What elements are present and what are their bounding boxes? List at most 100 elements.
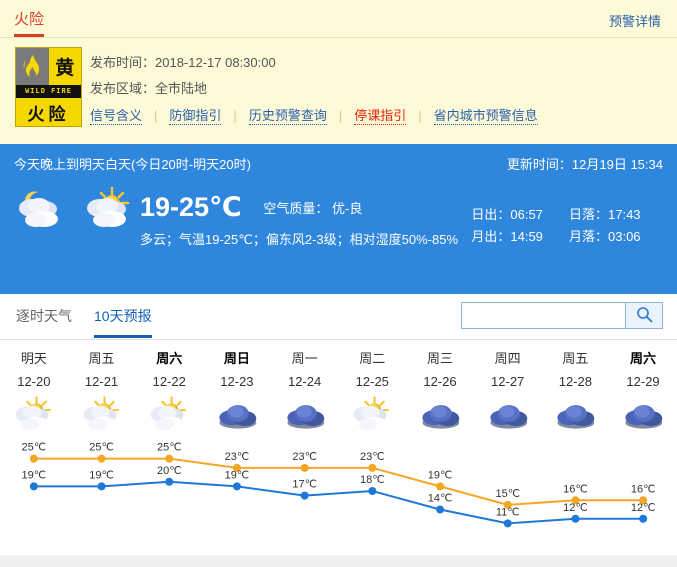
flame-icon <box>16 48 49 85</box>
air-quality: 空气质量： 优-良 <box>263 201 363 216</box>
chart-point[interactable] <box>29 482 38 491</box>
forecast-day-icon-cell <box>338 395 406 440</box>
chart-point-label: 23℃ <box>292 451 317 463</box>
warning-issue-area: 发布区域：全市陆地 <box>90 81 208 96</box>
warning-body: 黄 WILD FIRE 火险 发布时间：2018-12-17 08:30:00 … <box>0 38 677 144</box>
day-name: 周日 <box>223 351 250 366</box>
forecast-day[interactable]: 周三 12-26 <box>406 348 474 389</box>
warning-detail-link[interactable]: 预警详情 <box>608 14 661 29</box>
forecast-day[interactable]: 周六 12-22 <box>135 348 203 389</box>
forecast-day-icon-cell <box>0 395 68 440</box>
chart-point[interactable] <box>300 463 309 472</box>
chart-point[interactable] <box>232 482 241 491</box>
sun-row: 日出：06:57 日落：17:43 <box>471 204 663 226</box>
search-button[interactable] <box>625 302 663 329</box>
forecast-day[interactable]: 周五 12-21 <box>68 348 136 389</box>
warning-meta: 发布时间：2018-12-17 08:30:00 发布区域：全市陆地 <box>90 52 276 104</box>
chart-point[interactable] <box>436 505 445 514</box>
day-name: 明天 <box>20 351 47 366</box>
chart-point-label: 23℃ <box>225 451 250 463</box>
sun-cloud-icon <box>78 186 140 234</box>
chart-point[interactable] <box>300 491 309 500</box>
cloud-icon <box>482 395 534 440</box>
forecast-tabs: 逐时天气 10天预报 <box>16 306 174 338</box>
cloud-icon <box>414 395 466 440</box>
chart-point-label: 19℃ <box>22 469 47 481</box>
chart-point-label: 12℃ <box>563 502 588 514</box>
tab-fire-warning[interactable]: 火险 <box>14 8 45 37</box>
link-class-suspension-guide[interactable]: 停课指引 <box>354 105 407 125</box>
day-date: 12-20 <box>17 374 51 389</box>
chart-point-label: 25℃ <box>89 442 114 454</box>
sunset: 日落：17:43 <box>569 207 641 222</box>
chart-point-label: 11℃ <box>496 506 520 518</box>
forecast-day-icon-cell <box>203 395 271 440</box>
forecast-day[interactable]: 周六 12-29 <box>609 348 677 389</box>
link-separator: | <box>233 107 237 123</box>
forecast-icons-row <box>0 395 677 440</box>
link-history-warning-query[interactable]: 历史预警查询 <box>248 105 327 125</box>
search-input[interactable] <box>461 302 625 329</box>
current-temperature: 19-25℃ <box>140 192 242 222</box>
chart-point[interactable] <box>29 454 38 463</box>
chart-point-label: 15℃ <box>495 488 520 500</box>
day-date: 12-23 <box>220 374 254 389</box>
chart-point[interactable] <box>232 463 241 472</box>
forecast-day[interactable]: 周五 12-28 <box>542 348 610 389</box>
warning-header-bar: 火险 预警详情 <box>0 0 677 38</box>
tab-hourly-weather[interactable]: 逐时天气 <box>16 308 72 324</box>
chart-point[interactable] <box>368 487 377 495</box>
chart-point[interactable] <box>97 454 106 463</box>
cloud-icon <box>549 395 601 440</box>
day-date: 12-22 <box>152 374 186 389</box>
forecast-day-icon-cell <box>609 395 677 440</box>
chart-point[interactable] <box>571 496 580 505</box>
chart-point[interactable] <box>97 482 106 491</box>
forecast-day[interactable]: 周二 12-25 <box>338 348 406 389</box>
chart-point[interactable] <box>436 482 445 491</box>
day-date: 12-27 <box>491 374 525 389</box>
chart-point[interactable] <box>639 496 648 505</box>
chart-point-label: 17℃ <box>292 479 317 491</box>
moonset: 月落：03:06 <box>569 229 641 244</box>
day-date: 12-28 <box>558 374 592 389</box>
forecast-day-icon-cell <box>542 395 610 440</box>
day-date: 12-24 <box>287 374 322 389</box>
sun-moon-info: 日出：06:57 日落：17:43 月出：14:59 月落：03:06 <box>471 204 663 248</box>
moonrise: 月出：14:59 <box>471 229 543 244</box>
forecast-tabs-bar: 逐时天气 10天预报 <box>0 294 677 340</box>
current-description: 多云；气温19-25℃；偏东风2-3级；相对湿度50%-85% <box>140 232 459 247</box>
chart-point[interactable] <box>571 514 580 523</box>
chart-point[interactable] <box>165 477 174 486</box>
chart-point[interactable] <box>639 514 648 523</box>
day-name: 周一 <box>291 351 318 366</box>
chart-point[interactable] <box>368 463 377 472</box>
chart-point-label: 25℃ <box>157 442 182 454</box>
chart-point[interactable] <box>165 454 174 463</box>
current-weather-main: 19-25℃ 空气质量： 优-良 多云；气温19-25℃；偏东风2-3级；相对湿… <box>140 192 470 249</box>
sun-cloud-icon <box>143 395 195 440</box>
tab-ten-day-forecast[interactable]: 10天预报 <box>94 306 152 338</box>
forecast-day[interactable]: 周一 12-24 <box>271 348 339 389</box>
chart-point[interactable] <box>503 500 512 509</box>
chart-point-label: 19℃ <box>89 469 114 481</box>
day-name: 周三 <box>426 351 453 366</box>
cloud-icon <box>279 395 331 440</box>
sun-cloud-icon <box>8 395 60 440</box>
chart-point[interactable] <box>503 519 512 528</box>
cloud-icon <box>617 395 669 440</box>
warning-issue-time: 发布时间：2018-12-17 08:30:00 <box>90 55 276 70</box>
link-separator: | <box>418 107 422 123</box>
link-signal-meaning[interactable]: 信号含义 <box>90 105 143 125</box>
link-separator: | <box>338 107 343 123</box>
link-province-city-warnings[interactable]: 省内城市预警信息 <box>433 105 538 125</box>
forecast-day[interactable]: 周四 12-27 <box>474 348 542 389</box>
day-date: 12-29 <box>626 374 660 389</box>
forecast-day[interactable]: 周日 12-23 <box>203 348 271 389</box>
forecast-day[interactable]: 明天 12-20 <box>0 348 68 389</box>
moon-cloud-icon <box>10 186 72 234</box>
chart-line-high <box>33 457 644 506</box>
link-defense-guide[interactable]: 防御指引 <box>169 105 222 125</box>
cloud-icon <box>211 395 263 440</box>
